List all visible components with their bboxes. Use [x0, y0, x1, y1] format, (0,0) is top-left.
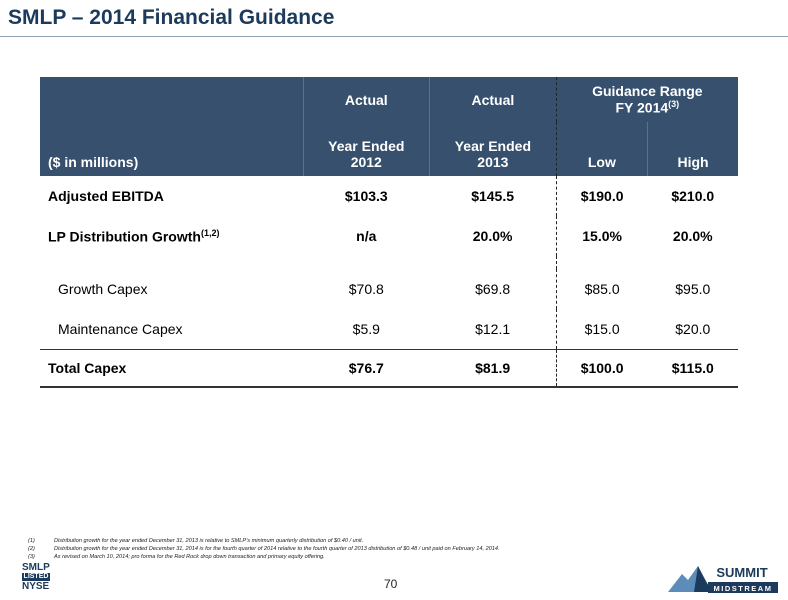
- footnote-marker: (1): [28, 538, 35, 544]
- table-row: Growth Capex $70.8 $69.8 $85.0 $95.0: [40, 269, 738, 309]
- superscript: (3): [668, 99, 680, 110]
- guidance-table: Actual Actual Guidance Range FY 2014(3) …: [40, 77, 738, 388]
- value-cell: $85.0: [555, 269, 648, 309]
- footnotes: (1) Distribution growth for the year ende…: [28, 537, 500, 561]
- header-cell: High: [647, 122, 738, 176]
- table-row: Adjusted EBITDA $103.3 $145.5 $190.0 $210.0: [40, 176, 738, 216]
- label-text: Maintenance Capex: [58, 321, 183, 337]
- header-label: ($ in millions): [40, 122, 303, 176]
- spacer: [555, 256, 648, 269]
- value-cell: $145.5: [471, 188, 515, 204]
- label-text: Growth Capex: [58, 281, 148, 297]
- value-cell: $20.0: [675, 321, 711, 337]
- logo-text: NYSE: [22, 581, 50, 592]
- footnote-text: Distribution growth for the year ended D…: [54, 538, 364, 544]
- spacer: [40, 256, 303, 269]
- header-cell: Low: [555, 122, 648, 176]
- header-text: FY 2014: [615, 99, 669, 116]
- summit-logo: SUMMIT MIDSTREAM: [668, 565, 778, 593]
- label-text: Total Capex: [48, 360, 127, 376]
- row-label: Growth Capex: [40, 269, 303, 309]
- header-text: Year Ended: [328, 138, 405, 154]
- value-cell: 20.0%: [672, 228, 713, 244]
- value-cell: $12.1: [475, 321, 511, 337]
- table-row: LP Distribution Growth(1,2) n/a 20.0% 15.0%…: [40, 216, 738, 256]
- guidance-header: Guidance Range FY 2014(3): [555, 77, 738, 122]
- table-row: Total Capex $76.7 $81.9 $100.0 $115.0: [40, 349, 738, 388]
- value-cell: 20.0%: [472, 228, 513, 244]
- row-label: Maintenance Capex: [40, 309, 303, 350]
- value-cell: $210.0: [671, 188, 715, 204]
- spacer: [648, 256, 738, 269]
- value-cell: $15.0: [555, 309, 648, 350]
- value-cell: 15.0%: [555, 216, 648, 256]
- spacer: [303, 256, 430, 269]
- row-label: LP Distribution Growth(1,2): [40, 216, 303, 256]
- superscript: (1,2): [200, 227, 220, 238]
- footnote: (3) As revised on March 10, 2014; pro for…: [28, 553, 500, 561]
- logo-text: SMLP: [22, 562, 50, 573]
- value-cell: $100.0: [555, 349, 648, 388]
- header-text: High: [677, 154, 709, 170]
- header-text: Guidance Range: [592, 83, 703, 100]
- header-cell: Year Ended 2013: [429, 122, 557, 176]
- footnote-marker: (3): [28, 554, 35, 560]
- header-cell: Actual: [429, 77, 557, 122]
- spacer: [430, 256, 557, 269]
- value-cell: $69.8: [475, 281, 511, 297]
- header-text: Low: [587, 154, 616, 170]
- header-text: 2013: [477, 154, 509, 170]
- header-cell: Year Ended 2012: [302, 122, 430, 176]
- header-row: Actual Actual Guidance Range FY 2014(3): [40, 77, 738, 122]
- logo-text: LISTED: [22, 573, 50, 581]
- label-text: Adjusted EBITDA: [48, 188, 164, 204]
- value-cell: n/a: [356, 228, 377, 244]
- footnote-marker: (2): [28, 546, 35, 552]
- footnote: (2) Distribution growth for the year ende…: [28, 545, 500, 553]
- value-cell: $81.9: [429, 349, 557, 388]
- table-row: Maintenance Capex $5.9 $12.1 $15.0 $20.0: [40, 309, 738, 350]
- spacer-row: [40, 256, 738, 269]
- value-cell: $5.9: [352, 321, 380, 337]
- label-text: LP Distribution Growth: [48, 228, 201, 245]
- value-cell: $190.0: [555, 176, 648, 216]
- title-rule: [0, 36, 788, 37]
- header-row: ($ in millions) Year Ended 2012 Year Ended…: [40, 122, 738, 176]
- row-label: Total Capex: [40, 349, 303, 388]
- logo-text: MIDSTREAM: [714, 584, 773, 593]
- logo-band: [708, 582, 778, 593]
- header-text: 2012: [350, 154, 382, 170]
- title: SMLP – 2014 Financial Guidance: [8, 6, 335, 29]
- logo-text: SUMMIT: [716, 565, 767, 580]
- footnote-text: As revised on March 10, 2014; pro forma …: [54, 554, 325, 560]
- logo-mountain: [694, 566, 712, 592]
- value-cell: $95.0: [675, 281, 711, 297]
- page-number: 70: [384, 577, 398, 591]
- row-label: Adjusted EBITDA: [40, 176, 303, 216]
- value-cell: $70.8: [348, 281, 384, 297]
- value-cell: $103.3: [344, 188, 388, 204]
- nyse-logo: SMLP LISTED NYSE: [22, 562, 54, 592]
- header-cell: Actual: [302, 77, 430, 122]
- value-cell: $76.7: [303, 349, 430, 388]
- header-text: Year Ended: [454, 138, 531, 154]
- footnote: (1) Distribution growth for the year ende…: [28, 537, 500, 545]
- value-cell: $115.0: [647, 349, 738, 388]
- footnote-text: Distribution growth for the year ended D…: [54, 546, 500, 552]
